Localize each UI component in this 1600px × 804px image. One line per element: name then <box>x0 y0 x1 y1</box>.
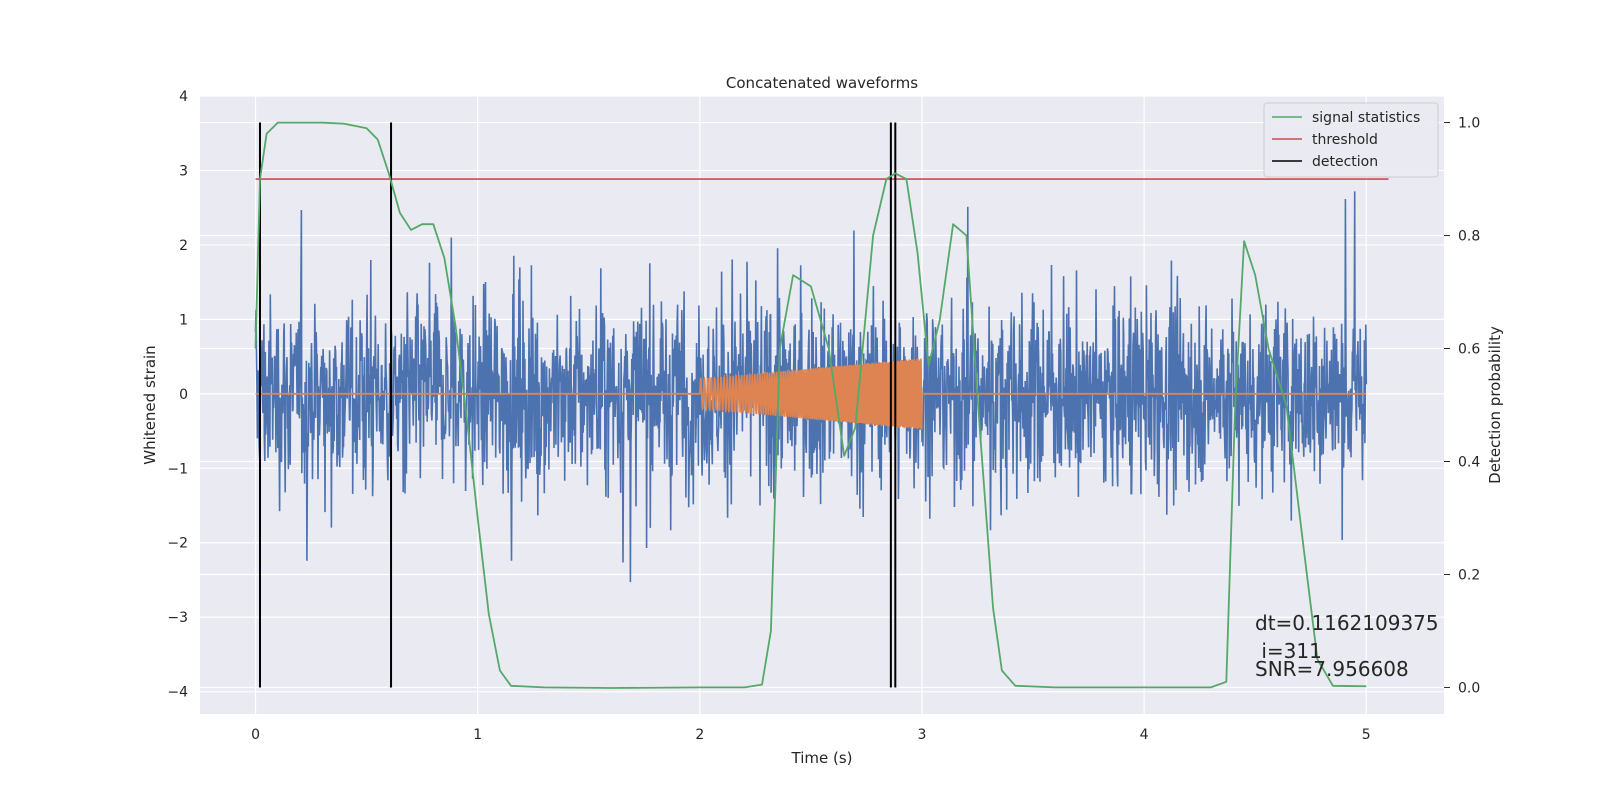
detection-series <box>258 122 897 688</box>
legend: signal statistics threshold detection <box>1263 102 1439 178</box>
y-tick-label: 3 <box>179 163 188 179</box>
x-tick-label: 4 <box>1140 727 1149 743</box>
right-tick-label: 0.8 <box>1458 229 1480 245</box>
x-tick-label: 1 <box>473 727 482 743</box>
x-tick-label: 5 <box>1362 727 1371 743</box>
x-axis-ticks: 0 1 2 3 4 5 <box>251 727 1371 743</box>
right-axis-ticks: 1.0 0.8 0.6 0.4 0.2 0.0 <box>1444 116 1480 696</box>
legend-label-detection: detection <box>1312 154 1378 170</box>
y-axis-ticks: 4 3 2 1 0 −1 −2 −3 −4 <box>167 89 188 701</box>
x-tick-label: 2 <box>695 727 704 743</box>
annotation-snr: SNR=7.956608 <box>1255 657 1409 681</box>
y-tick-label: 2 <box>179 238 188 254</box>
y-axis-label: Whitened strain <box>141 345 159 464</box>
template-chirp <box>699 358 923 430</box>
y-tick-label: 4 <box>179 89 188 105</box>
signal-statistics-line <box>254 121 1367 689</box>
x-axis-label: Time (s) <box>791 749 853 767</box>
annotation-i: i=311 <box>1255 639 1322 663</box>
right-tick-label: 0.2 <box>1458 567 1480 583</box>
annotation-dt: dt=0.1162109375 <box>1255 611 1439 635</box>
y-tick-label: −4 <box>167 685 188 701</box>
y-tick-label: −2 <box>167 536 188 552</box>
x-tick-label: 0 <box>251 727 260 743</box>
right-axis-label: Detection probability <box>1486 326 1504 484</box>
signal-statistics-series <box>254 121 1367 689</box>
right-tick-label: 0.6 <box>1458 342 1480 358</box>
template-series <box>255 358 1367 430</box>
right-tick-label: 0.0 <box>1458 680 1480 696</box>
x-tick-label: 3 <box>918 727 927 743</box>
y-tick-label: −1 <box>167 461 188 477</box>
legend-label-threshold: threshold <box>1312 132 1378 148</box>
chart-title: Concatenated waveforms <box>726 74 918 92</box>
y-tick-label: 1 <box>179 312 188 328</box>
legend-box <box>1263 102 1439 178</box>
right-tick-label: 0.4 <box>1458 454 1480 470</box>
legend-label-signal-statistics: signal statistics <box>1312 110 1420 126</box>
y-tick-label: 0 <box>179 387 188 403</box>
right-tick-label: 1.0 <box>1458 116 1480 132</box>
y-tick-label: −3 <box>167 610 188 626</box>
